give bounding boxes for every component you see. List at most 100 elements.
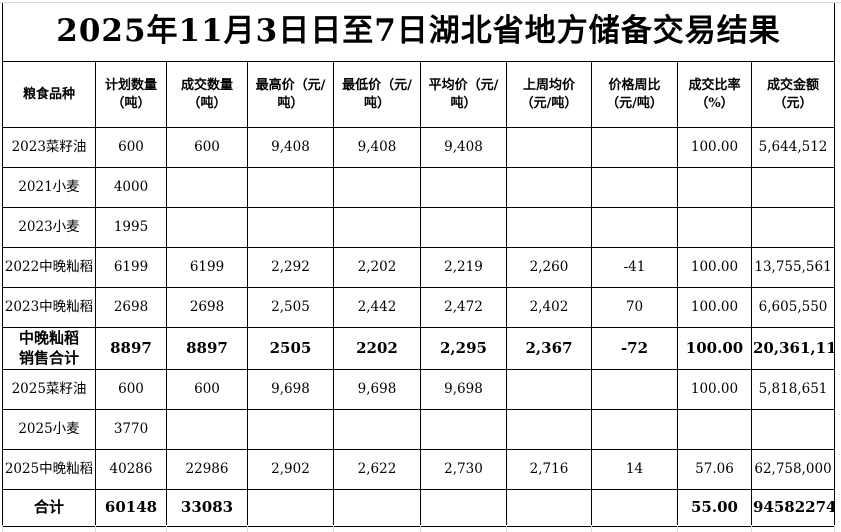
data-cell bbox=[677, 167, 752, 208]
row-label-cell: 2025小麦 bbox=[2, 408, 96, 450]
table-row: 中晚籼稻 销售合计 8897 8897 2505 2202 2,295 2,367 -72 10… bbox=[2, 327, 836, 370]
table-row: 2023中晚籼稻 2698 2698 2,505 2,442 2,472 2,402 70 10… bbox=[2, 287, 836, 328]
data-cell bbox=[333, 408, 421, 450]
data-cell bbox=[506, 207, 592, 248]
data-cell: 9,698 bbox=[247, 368, 334, 410]
data-cell bbox=[506, 127, 592, 168]
reserve-trade-results-table: 2025年11月3日日至7日湖北省地方储备交易结果 粮食品种 计划数量 （吨） 成交… bbox=[1, 3, 836, 527]
data-cell bbox=[591, 207, 678, 248]
data-cell: 2,902 bbox=[247, 448, 334, 490]
row-label-cell: 2025菜籽油 bbox=[2, 368, 96, 410]
data-cell bbox=[333, 207, 421, 248]
data-cell: 6199 bbox=[95, 247, 167, 288]
row-label-cell: 2023小麦 bbox=[2, 207, 96, 248]
data-cell: 9,698 bbox=[420, 368, 507, 410]
data-cell: 600 bbox=[166, 127, 248, 168]
column-header: 成交数量 （吨） bbox=[166, 61, 248, 128]
data-cell: 2,622 bbox=[333, 448, 421, 490]
data-cell bbox=[333, 167, 421, 208]
data-cell: 2,730 bbox=[420, 448, 507, 490]
data-cell: 2,716 bbox=[506, 448, 592, 490]
data-cell: 33083 bbox=[166, 488, 248, 527]
data-cell bbox=[166, 207, 248, 248]
data-cell bbox=[333, 488, 421, 527]
data-cell: 600 bbox=[95, 368, 167, 410]
data-cell: 2,260 bbox=[506, 247, 592, 288]
table-row: 2025菜籽油 600 600 9,698 9,698 9,698 100.00 5,818,… bbox=[2, 368, 836, 410]
data-cell: 2698 bbox=[166, 287, 248, 328]
data-cell bbox=[247, 408, 334, 450]
data-cell: -72 bbox=[591, 327, 678, 370]
column-header: 最高价（元/ 吨） bbox=[247, 61, 334, 128]
data-cell bbox=[506, 488, 592, 527]
data-cell: 13,755,561 bbox=[750, 247, 836, 288]
row-label-cell: 中晚籼稻 销售合计 bbox=[2, 327, 96, 370]
excel-gridline bbox=[834, 525, 835, 532]
data-cell bbox=[247, 207, 334, 248]
data-cell bbox=[591, 368, 678, 410]
data-cell bbox=[677, 207, 752, 248]
column-header: 上周均价 （元/吨） bbox=[506, 61, 592, 128]
data-cell: 2698 bbox=[95, 287, 167, 328]
table-row: 2023小麦 1995 bbox=[2, 207, 836, 248]
data-cell: 6,605,550 bbox=[750, 287, 836, 328]
data-cell: 2,295 bbox=[420, 327, 507, 370]
data-cell bbox=[677, 408, 752, 450]
excel-gridline bbox=[2, 525, 3, 532]
table-row: 2025小麦 3770 bbox=[2, 408, 836, 450]
data-cell bbox=[420, 408, 507, 450]
column-header: 最低价（元/ 吨） bbox=[333, 61, 421, 128]
data-cell: 57.06 bbox=[677, 448, 752, 490]
data-cell: 2,202 bbox=[333, 247, 421, 288]
data-cell: 600 bbox=[166, 368, 248, 410]
data-cell bbox=[420, 488, 507, 527]
data-cell bbox=[750, 207, 836, 248]
data-cell: 9,698 bbox=[333, 368, 421, 410]
table-body: 2023菜籽油 600 600 9,408 9,408 9,408 100.00 5,644,… bbox=[2, 127, 836, 527]
data-cell bbox=[591, 488, 678, 527]
excel-gridline bbox=[420, 525, 421, 532]
header-row: 粮食品种 计划数量 （吨） 成交数量 （吨） 最高价（元/ 吨） 最低价（元/ 吨） 平均… bbox=[2, 61, 836, 128]
excel-top-gridline bbox=[0, 2, 841, 3]
excel-gridline bbox=[506, 525, 507, 532]
data-cell bbox=[506, 167, 592, 208]
excel-gridline bbox=[95, 525, 96, 532]
data-cell: 8897 bbox=[95, 327, 167, 370]
title-row: 2025年11月3日日至7日湖北省地方储备交易结果 bbox=[1, 3, 836, 62]
data-cell: 2,292 bbox=[247, 247, 334, 288]
data-cell bbox=[247, 488, 334, 527]
data-cell bbox=[591, 408, 678, 450]
data-cell: 100.00 bbox=[677, 247, 752, 288]
row-label-cell: 2022中晚籼稻 bbox=[2, 247, 96, 288]
data-cell: 2505 bbox=[247, 327, 334, 370]
data-cell: 100.00 bbox=[677, 368, 752, 410]
data-cell: 14 bbox=[591, 448, 678, 490]
data-cell: 40286 bbox=[95, 448, 167, 490]
data-cell: 60148 bbox=[95, 488, 167, 527]
excel-gridline bbox=[751, 525, 752, 532]
data-cell: 100.00 bbox=[677, 287, 752, 328]
table-title: 2025年11月3日日至7日湖北省地方储备交易结果 bbox=[1, 3, 836, 62]
data-cell bbox=[591, 127, 678, 168]
data-cell: 2,472 bbox=[420, 287, 507, 328]
data-cell: 5,818,651 bbox=[750, 368, 836, 410]
column-header: 平均价（元/ 吨） bbox=[420, 61, 507, 128]
row-label-cell: 2023中晚籼稻 bbox=[2, 287, 96, 328]
data-cell: 8897 bbox=[166, 327, 248, 370]
data-cell: 55.00 bbox=[677, 488, 752, 527]
data-cell bbox=[247, 167, 334, 208]
data-cell: 100.00 bbox=[677, 327, 752, 370]
data-cell: 3770 bbox=[95, 408, 167, 450]
excel-gridline bbox=[677, 525, 678, 532]
data-cell: 5,644,512 bbox=[750, 127, 836, 168]
data-cell: 70 bbox=[591, 287, 678, 328]
data-cell bbox=[420, 167, 507, 208]
data-cell: 2,367 bbox=[506, 327, 592, 370]
data-cell: 4000 bbox=[95, 167, 167, 208]
data-cell: 2,402 bbox=[506, 287, 592, 328]
excel-gridline bbox=[591, 525, 592, 532]
data-cell: 9,408 bbox=[420, 127, 507, 168]
data-cell: 2,505 bbox=[247, 287, 334, 328]
row-label-cell: 2023菜籽油 bbox=[2, 127, 96, 168]
